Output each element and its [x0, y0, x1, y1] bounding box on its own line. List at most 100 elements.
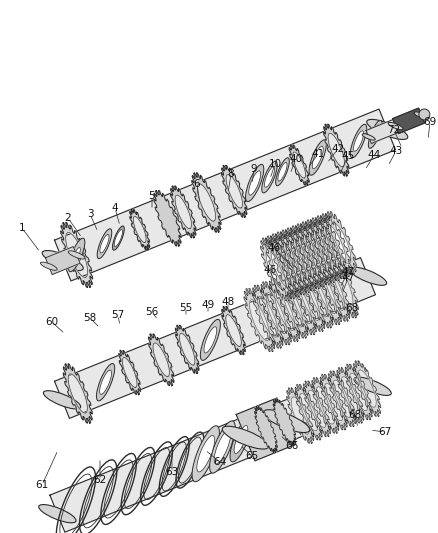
Polygon shape — [60, 222, 92, 287]
Text: 9: 9 — [250, 164, 257, 174]
Text: 63: 63 — [165, 467, 178, 477]
Ellipse shape — [73, 247, 80, 262]
Polygon shape — [154, 190, 181, 246]
Polygon shape — [265, 236, 296, 299]
Polygon shape — [252, 285, 283, 348]
Ellipse shape — [196, 435, 214, 472]
Ellipse shape — [262, 410, 309, 433]
Polygon shape — [310, 217, 341, 281]
Polygon shape — [392, 108, 424, 133]
Polygon shape — [300, 222, 331, 285]
Polygon shape — [353, 361, 380, 416]
Ellipse shape — [353, 377, 390, 395]
Text: 65: 65 — [245, 451, 258, 461]
Text: 49: 49 — [201, 300, 214, 310]
Polygon shape — [54, 257, 374, 418]
Text: 3: 3 — [86, 209, 93, 219]
Text: 46: 46 — [263, 265, 276, 275]
Polygon shape — [50, 368, 379, 532]
Ellipse shape — [43, 391, 81, 409]
Polygon shape — [260, 282, 291, 345]
Text: 61: 61 — [35, 480, 49, 490]
Text: 1: 1 — [19, 223, 25, 233]
Polygon shape — [328, 371, 355, 426]
Polygon shape — [148, 334, 173, 386]
Circle shape — [418, 109, 429, 120]
Text: 45: 45 — [341, 151, 354, 161]
Text: 55: 55 — [179, 303, 192, 313]
Ellipse shape — [40, 262, 57, 270]
Polygon shape — [323, 124, 348, 176]
Polygon shape — [302, 265, 332, 328]
Polygon shape — [295, 224, 326, 287]
Polygon shape — [254, 406, 277, 453]
Ellipse shape — [361, 134, 374, 140]
Ellipse shape — [222, 426, 268, 449]
Text: 72: 72 — [386, 125, 400, 135]
Polygon shape — [170, 186, 195, 238]
Ellipse shape — [408, 115, 420, 122]
Text: 56: 56 — [145, 307, 158, 317]
Polygon shape — [129, 209, 149, 250]
Ellipse shape — [366, 119, 407, 140]
Polygon shape — [221, 165, 247, 217]
Ellipse shape — [200, 319, 220, 360]
Polygon shape — [270, 234, 301, 297]
Text: 64: 64 — [213, 457, 226, 467]
Ellipse shape — [99, 370, 111, 394]
Polygon shape — [344, 364, 371, 420]
Ellipse shape — [245, 164, 263, 201]
Ellipse shape — [96, 364, 114, 401]
Ellipse shape — [275, 158, 289, 186]
Text: 6: 6 — [193, 179, 200, 189]
Text: 47: 47 — [341, 267, 354, 277]
Polygon shape — [310, 262, 341, 325]
Text: 40: 40 — [289, 154, 302, 164]
Text: 46: 46 — [267, 243, 280, 253]
Ellipse shape — [367, 120, 381, 148]
Polygon shape — [303, 381, 330, 437]
Polygon shape — [285, 228, 316, 291]
Polygon shape — [365, 112, 417, 143]
Polygon shape — [268, 278, 299, 342]
Ellipse shape — [413, 112, 428, 119]
Polygon shape — [305, 220, 336, 283]
Ellipse shape — [261, 161, 277, 193]
Polygon shape — [294, 384, 321, 440]
Text: 60: 60 — [46, 317, 58, 327]
Text: 41: 41 — [311, 149, 324, 159]
Text: 57: 57 — [111, 310, 124, 320]
Ellipse shape — [42, 251, 83, 271]
Ellipse shape — [191, 426, 219, 482]
Polygon shape — [46, 247, 80, 274]
Polygon shape — [236, 398, 295, 461]
Polygon shape — [280, 230, 311, 293]
Polygon shape — [54, 109, 395, 281]
Polygon shape — [191, 173, 221, 232]
Polygon shape — [327, 255, 358, 318]
Ellipse shape — [100, 235, 109, 253]
Ellipse shape — [353, 131, 363, 151]
Ellipse shape — [349, 267, 386, 285]
Polygon shape — [320, 214, 350, 277]
Polygon shape — [319, 374, 346, 430]
Ellipse shape — [233, 425, 247, 454]
Polygon shape — [63, 364, 92, 423]
Text: 5: 5 — [148, 191, 155, 201]
Text: 58: 58 — [83, 313, 96, 323]
Polygon shape — [325, 212, 356, 274]
Polygon shape — [285, 272, 316, 335]
Text: 47: 47 — [341, 273, 354, 283]
Polygon shape — [244, 288, 274, 352]
Ellipse shape — [112, 226, 124, 250]
Ellipse shape — [277, 163, 286, 181]
Text: 4: 4 — [111, 203, 118, 213]
Text: 66: 66 — [285, 441, 298, 451]
Ellipse shape — [311, 147, 322, 169]
Ellipse shape — [68, 251, 85, 259]
Text: 68: 68 — [345, 303, 358, 313]
Polygon shape — [277, 275, 307, 338]
Polygon shape — [221, 306, 245, 354]
Text: 42: 42 — [331, 144, 344, 154]
Ellipse shape — [248, 171, 260, 195]
